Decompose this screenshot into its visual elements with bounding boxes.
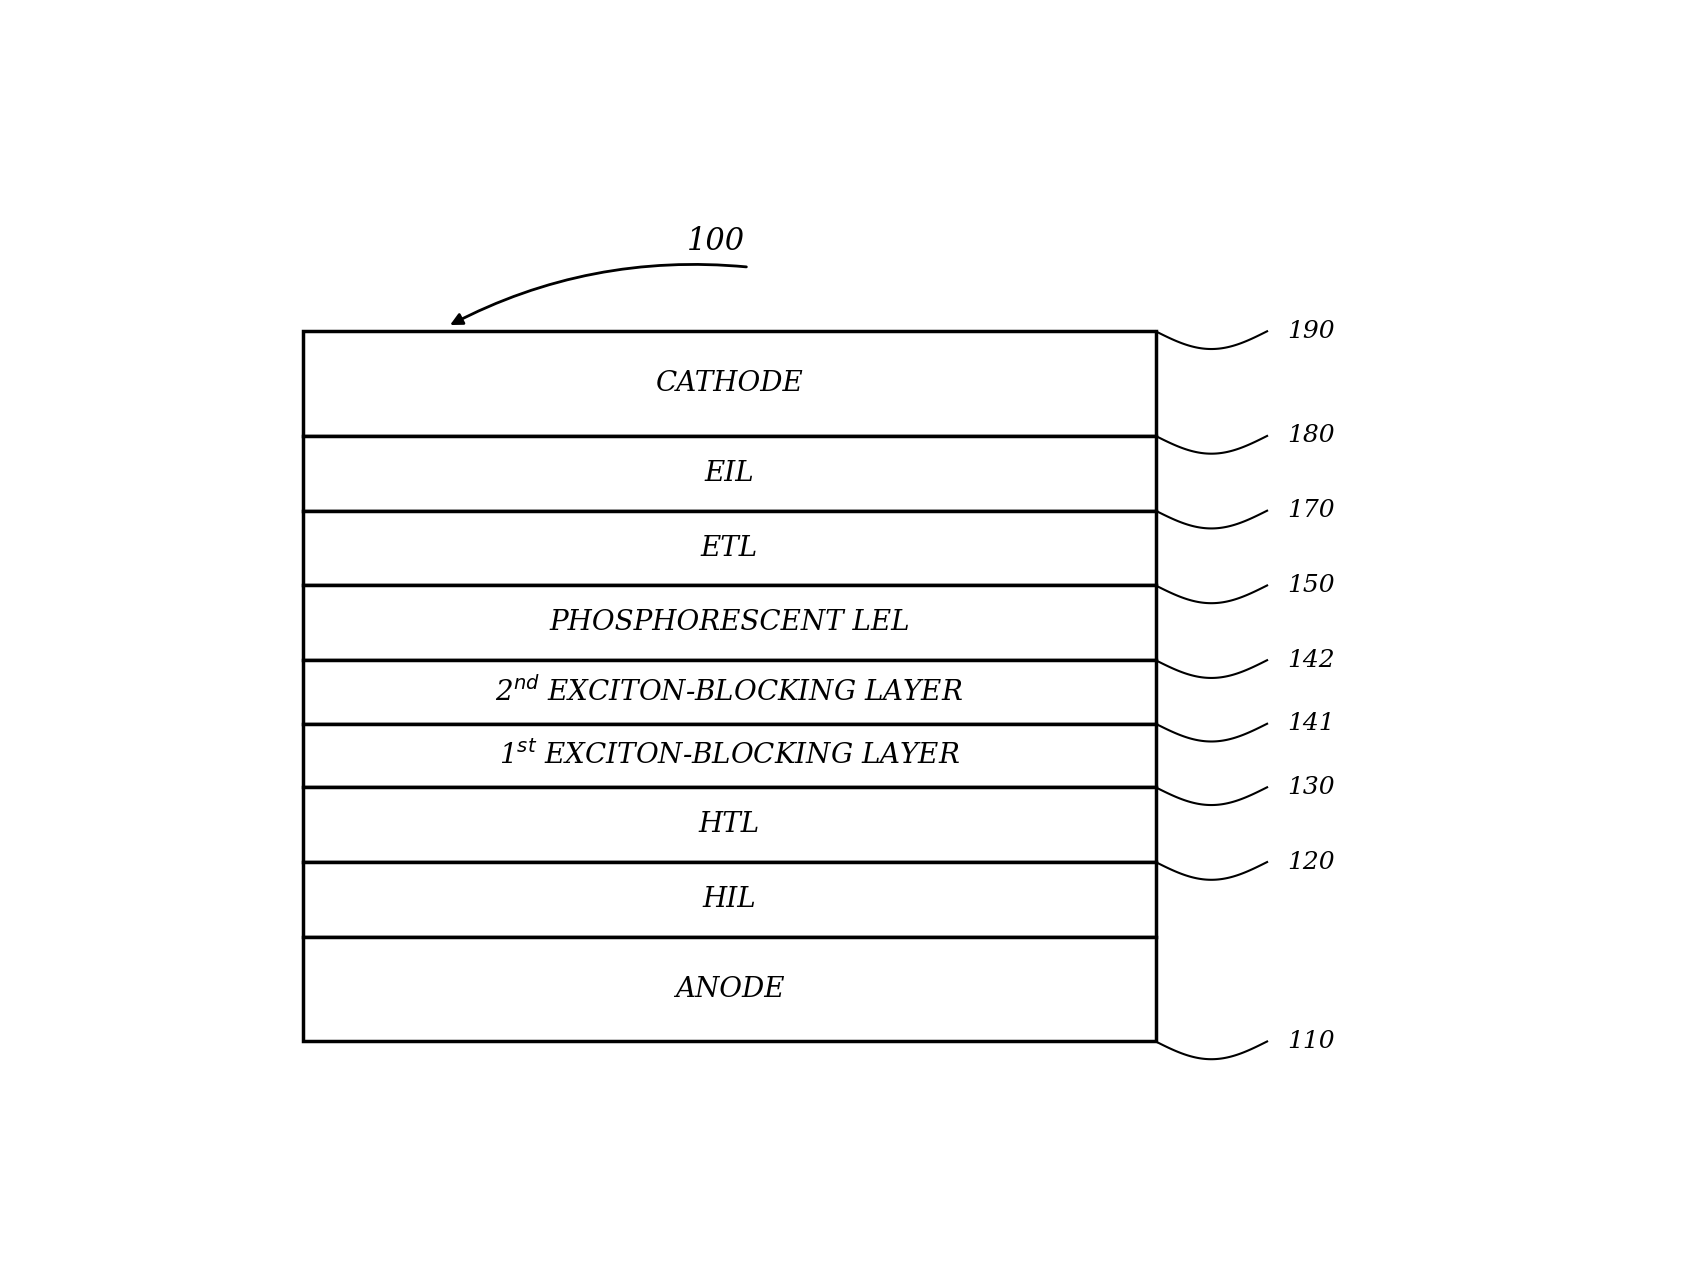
- Text: 120: 120: [1286, 851, 1335, 874]
- Text: EIL: EIL: [704, 460, 755, 487]
- Text: ETL: ETL: [700, 534, 758, 561]
- Text: 142: 142: [1286, 648, 1335, 671]
- Bar: [303, 724, 1156, 788]
- Bar: [303, 511, 1156, 585]
- Bar: [303, 332, 1156, 436]
- Text: 170: 170: [1286, 500, 1335, 523]
- Bar: [303, 660, 1156, 724]
- Text: 130: 130: [1286, 776, 1335, 799]
- Text: 150: 150: [1286, 574, 1335, 597]
- Bar: [303, 788, 1156, 862]
- Text: HIL: HIL: [702, 886, 756, 913]
- Text: 190: 190: [1286, 320, 1335, 343]
- Text: 1$^{st}$ EXCITON-BLOCKING LAYER: 1$^{st}$ EXCITON-BLOCKING LAYER: [499, 740, 959, 770]
- Text: 100: 100: [687, 227, 746, 257]
- Bar: [303, 936, 1156, 1041]
- Bar: [303, 862, 1156, 936]
- Text: 110: 110: [1286, 1030, 1335, 1053]
- Text: 180: 180: [1286, 424, 1335, 447]
- Text: CATHODE: CATHODE: [655, 370, 804, 397]
- Bar: [303, 585, 1156, 660]
- Text: ANODE: ANODE: [675, 976, 783, 1003]
- Text: HTL: HTL: [699, 811, 760, 838]
- Text: 2$^{nd}$ EXCITON-BLOCKING LAYER: 2$^{nd}$ EXCITON-BLOCKING LAYER: [496, 676, 963, 707]
- Text: 141: 141: [1286, 712, 1335, 735]
- Bar: [303, 436, 1156, 511]
- Text: PHOSPHORESCENT LEL: PHOSPHORESCENT LEL: [550, 610, 910, 637]
